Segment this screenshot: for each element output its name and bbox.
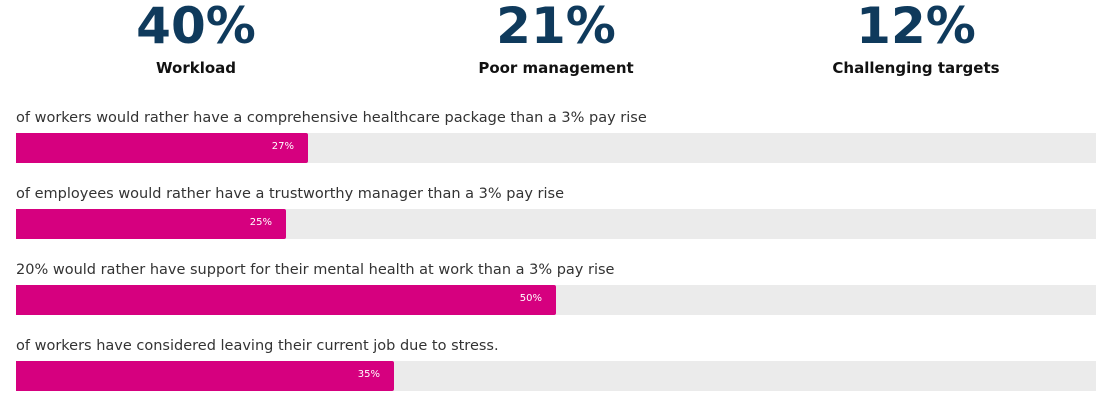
stat-label: Challenging targets [832, 59, 1000, 77]
bar-fill: 50% [16, 285, 556, 315]
bar-row: of workers have considered leaving their… [16, 334, 1096, 406]
bar-fill: 25% [16, 209, 286, 239]
stats-row: 40% Workload 21% Poor management 12% Cha… [0, 0, 1110, 100]
stat-challenging-targets: 12% Challenging targets [766, 0, 1066, 77]
bar-value-label: 50% [519, 293, 542, 304]
bar-value-label: 35% [357, 369, 380, 380]
stat-value: 21% [496, 0, 616, 55]
bar-track: 35% [16, 361, 1096, 391]
bar-caption: of workers have considered leaving their… [16, 338, 499, 354]
bar-row: 20% would rather have support for their … [16, 258, 1096, 330]
bar-row: of workers would rather have a comprehen… [16, 106, 1096, 178]
bar-caption: 20% would rather have support for their … [16, 262, 615, 278]
stat-poor-management: 21% Poor management [406, 0, 706, 77]
stat-value: 12% [856, 0, 976, 55]
bar-caption: of employees would rather have a trustwo… [16, 186, 565, 202]
stat-label: Poor management [478, 59, 634, 77]
bar-track: 27% [16, 133, 1096, 163]
stat-workload: 40% Workload [46, 0, 346, 77]
stat-value: 40% [136, 0, 256, 55]
bar-row: of employees would rather have a trustwo… [16, 182, 1096, 254]
stat-label: Workload [156, 59, 236, 77]
bar-value-label: 27% [271, 141, 294, 152]
bar-fill: 35% [16, 361, 394, 391]
bar-track: 25% [16, 209, 1096, 239]
bar-fill: 27% [16, 133, 308, 163]
bar-value-label: 25% [249, 217, 272, 228]
bar-caption: of workers would rather have a comprehen… [16, 110, 647, 126]
bar-track: 50% [16, 285, 1096, 315]
